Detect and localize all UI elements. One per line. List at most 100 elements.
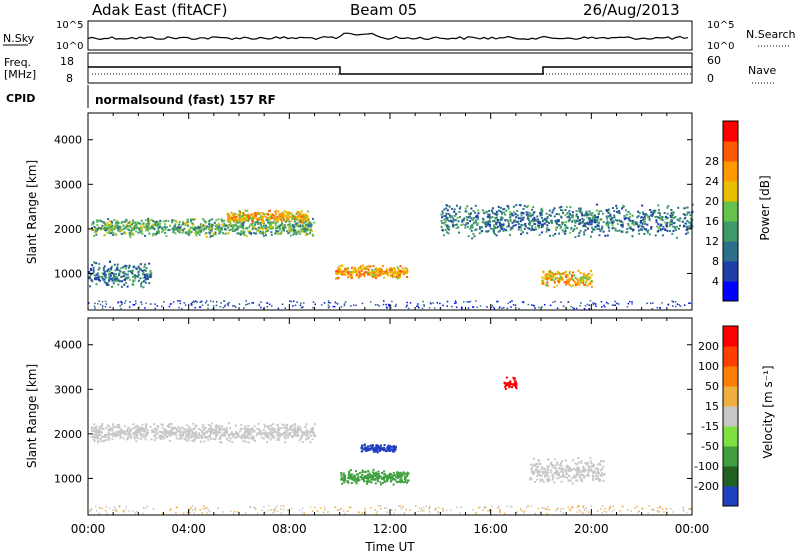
echo-cell xyxy=(372,271,374,274)
near-range-cell xyxy=(386,511,388,513)
echo-cell xyxy=(586,474,589,477)
near-range-cell xyxy=(262,307,265,310)
echo-cell xyxy=(100,275,103,278)
echo-cell xyxy=(278,214,281,217)
echo-cell xyxy=(307,436,310,439)
echo-cell xyxy=(297,429,300,432)
echo-cell xyxy=(590,285,593,288)
echo-cell xyxy=(168,425,170,428)
echo-cell xyxy=(130,436,133,439)
echo-cell xyxy=(661,228,664,231)
echo-cell xyxy=(253,425,256,428)
echo-cell xyxy=(477,222,480,225)
near-range-cell xyxy=(594,303,597,305)
near-range-cell xyxy=(394,509,397,511)
echo-cell xyxy=(528,222,530,225)
echo-cell xyxy=(313,221,316,224)
echo-cell xyxy=(385,450,388,453)
echo-cell xyxy=(553,464,556,467)
echo-cell xyxy=(229,427,232,430)
near-range-cell xyxy=(658,511,660,513)
echo-cell xyxy=(139,225,142,228)
echo-cell xyxy=(636,216,639,219)
echo-cell xyxy=(129,223,132,226)
echo-cell xyxy=(174,223,177,226)
echo-cell xyxy=(277,230,280,233)
echo-cell xyxy=(641,225,644,228)
echo-cell xyxy=(590,223,593,226)
echo-cell xyxy=(268,217,271,220)
echo-cell xyxy=(275,212,278,215)
echo-cell xyxy=(571,211,574,214)
echo-cell xyxy=(195,234,198,237)
near-range-cell xyxy=(199,306,201,308)
nave-tick-bottom: 0 xyxy=(707,72,714,85)
echo-cell xyxy=(296,431,299,433)
echo-cell xyxy=(378,448,381,451)
echo-cell xyxy=(141,428,144,431)
echo-cell xyxy=(225,429,228,432)
echo-cell xyxy=(135,431,138,433)
echo-cell xyxy=(558,279,561,282)
near-range-cell xyxy=(609,507,611,509)
echo-cell xyxy=(190,218,193,220)
echo-cell xyxy=(530,463,532,466)
echo-cell xyxy=(589,460,592,463)
echo-cell xyxy=(203,227,206,230)
echo-cell xyxy=(578,209,581,212)
echo-cell xyxy=(233,224,236,227)
echo-cell xyxy=(510,212,513,215)
echo-cell xyxy=(135,440,138,443)
near-range-cell xyxy=(170,508,172,510)
echo-cell xyxy=(571,220,573,223)
near-range-cell xyxy=(469,300,472,303)
echo-cell xyxy=(296,222,298,225)
near-range-cell xyxy=(492,306,495,308)
near-range-cell xyxy=(296,301,298,303)
echo-cell xyxy=(142,224,145,227)
echo-cell xyxy=(226,213,229,216)
echo-cell xyxy=(602,221,605,224)
echo-cell xyxy=(165,429,168,432)
echo-cell xyxy=(391,478,394,481)
echo-cell xyxy=(442,215,445,218)
echo-cell xyxy=(304,217,307,220)
echo-cell xyxy=(582,214,585,217)
near-range-cell xyxy=(207,509,210,511)
x-tick-label: 04:00 xyxy=(171,522,206,536)
near-range-cell xyxy=(271,512,274,514)
echo-cell xyxy=(148,227,151,230)
echo-cell xyxy=(296,232,299,235)
echo-cell xyxy=(290,425,293,428)
echo-cell xyxy=(558,232,561,235)
near-range-cell xyxy=(301,507,304,510)
echo-cell xyxy=(395,275,398,277)
near-range-cell xyxy=(582,505,585,507)
echo-cell xyxy=(305,423,308,426)
echo-cell xyxy=(187,220,189,223)
echo-cell xyxy=(549,234,551,237)
echo-cell xyxy=(93,235,96,237)
near-range-cell xyxy=(361,512,363,514)
echo-cell xyxy=(552,475,555,478)
echo-cell xyxy=(631,220,634,222)
echo-cell xyxy=(111,272,113,275)
echo-cell xyxy=(249,433,251,436)
echo-cell xyxy=(115,276,118,279)
echo-cell xyxy=(105,282,108,284)
echo-cell xyxy=(304,229,307,232)
echo-cell xyxy=(449,219,452,222)
colorbar-tick-label: 200 xyxy=(698,340,719,353)
echo-cell xyxy=(454,224,457,226)
echo-cell xyxy=(208,223,211,226)
near-range-cell xyxy=(395,303,397,306)
near-range-cell xyxy=(578,509,581,511)
echo-cell xyxy=(123,283,126,286)
echo-cell xyxy=(174,427,177,430)
x-tick-label: 12:00 xyxy=(373,522,408,536)
echo-cell xyxy=(649,209,652,211)
echo-cell xyxy=(545,474,548,477)
echo-cell xyxy=(579,209,582,212)
near-range-cell xyxy=(499,508,501,511)
echo-cell xyxy=(480,226,483,229)
